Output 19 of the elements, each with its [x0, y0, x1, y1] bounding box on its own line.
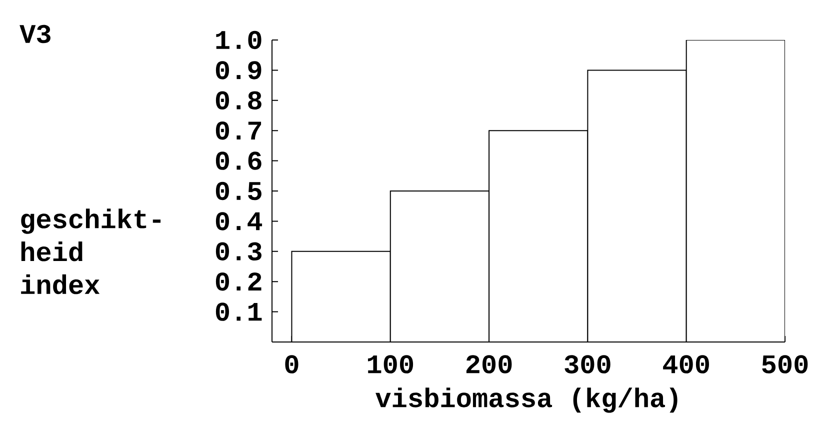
y-tick-label: 0.2 [216, 272, 262, 291]
x-tick-label: 400 [663, 355, 710, 374]
x-tick-label: 500 [762, 355, 808, 374]
x-tick-label: 300 [564, 355, 610, 374]
y-tick-label: 0.8 [216, 91, 262, 110]
y-tick-label: 0.1 [216, 302, 262, 321]
y-tick-label: 0.4 [216, 212, 262, 230]
y-tick-label: 0.5 [216, 182, 262, 200]
y-tick-label: 0.9 [216, 61, 262, 80]
y-tick-label: 0.3 [216, 242, 262, 261]
x-axis-title: visbiomassa (kg/ha) [376, 388, 678, 413]
y-axis-title: geschikt-heid index [21, 208, 161, 294]
text: V3 [20, 24, 50, 44]
y-tick-label: 1.0 [216, 30, 262, 50]
y-tick-label: 0.6 [216, 152, 262, 170]
x-tick-label: 0 [285, 355, 298, 374]
x-tick-label: 200 [466, 355, 512, 374]
x-tick-label: 100 [368, 355, 414, 374]
y-tick-label: 0.7 [216, 121, 262, 140]
